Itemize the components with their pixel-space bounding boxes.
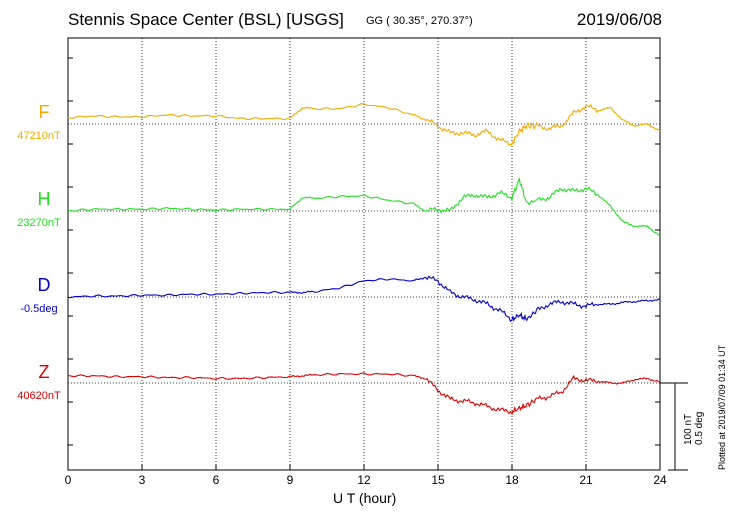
baseline-value-f: 47210nT [17, 130, 61, 142]
x-tick-label: 15 [431, 473, 445, 487]
component-label-d: D [38, 275, 51, 295]
series-line-h [67, 177, 661, 237]
component-label-h: H [38, 189, 51, 209]
x-tick-label: 12 [357, 473, 371, 487]
x-tick-label: 6 [213, 473, 220, 487]
series-line-d [67, 275, 661, 323]
baseline-value-h: 23270nT [17, 217, 61, 229]
component-label-f: F [39, 102, 50, 122]
chart-date: 2019/06/08 [576, 10, 662, 29]
x-tick-label: 21 [579, 473, 593, 487]
x-tick-label: 3 [139, 473, 146, 487]
x-axis-label: U T (hour) [333, 490, 397, 506]
series-line-f [67, 103, 661, 146]
baseline-value-z: 40620nT [17, 390, 61, 402]
x-tick-label: 9 [287, 473, 294, 487]
x-tick-label: 0 [65, 473, 72, 487]
station-coordinates: GG ( 30.35°, 270.37°) [366, 15, 473, 27]
series-line-z [67, 372, 661, 416]
x-tick-label: 24 [653, 473, 667, 487]
x-tick-label: 18 [505, 473, 519, 487]
baseline-value-d: -0.5deg [20, 303, 57, 315]
component-label-z: Z [39, 362, 50, 382]
chart-title: Stennis Space Center (BSL) [USGS] [68, 10, 344, 29]
